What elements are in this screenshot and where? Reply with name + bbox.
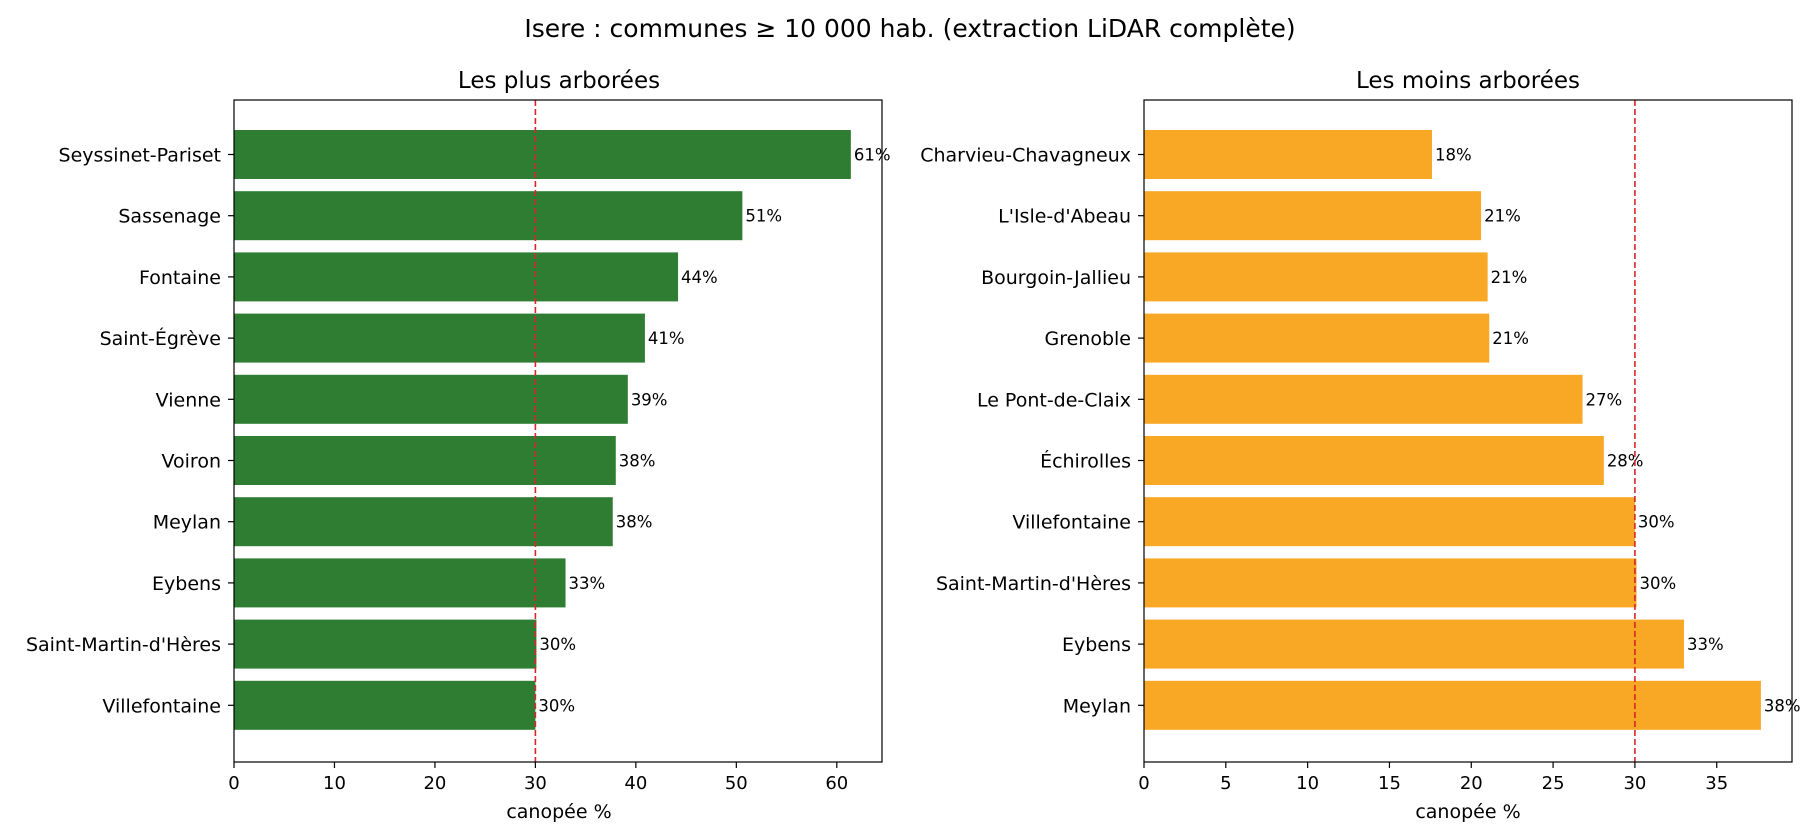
- category-label-eybens: Eybens: [152, 573, 221, 595]
- x-tick-label: 50: [725, 773, 748, 794]
- bar-villefontaine: [1144, 497, 1635, 547]
- x-tick-label: 20: [1460, 773, 1483, 794]
- category-label-grenoble: Grenoble: [1044, 328, 1131, 350]
- bar-grenoble: [1144, 313, 1490, 363]
- category-label-l-isle-d-abeau: L'Isle-d'Abeau: [998, 206, 1131, 228]
- bar-villefontaine: [234, 680, 536, 730]
- figure-title: Isere : communes ≥ 10 000 hab. (extracti…: [524, 14, 1295, 43]
- bar-bourgoin-jallieu: [1144, 252, 1488, 302]
- category-label-seyssinet-pariset: Seyssinet-Pariset: [59, 145, 221, 167]
- category-label-bourgoin-jallieu: Bourgoin-Jallieu: [981, 267, 1131, 289]
- x-tick-label: 10: [323, 773, 346, 794]
- value-label-fontaine: 44%: [681, 268, 718, 287]
- bar-meylan: [1144, 680, 1761, 730]
- bar-saint-martin-d-heres: [1144, 558, 1637, 608]
- value-label-vienne: 39%: [631, 390, 668, 409]
- bar-eybens: [234, 558, 566, 608]
- category-label-saint-martin-d-heres: Saint-Martin-d'Hères: [26, 634, 221, 656]
- bar-saint-egreve: [234, 313, 645, 363]
- bar-fontaine: [234, 252, 679, 302]
- value-label-saint-martin-d-heres: 30%: [1640, 574, 1677, 593]
- value-label-eybens: 33%: [1687, 635, 1724, 654]
- panel-title-most-wooded: Les plus arborées: [458, 68, 660, 94]
- category-label-saint-egreve: Saint-Égrève: [100, 327, 221, 350]
- category-label-fontaine: Fontaine: [139, 267, 221, 289]
- x-tick-label: 0: [228, 773, 239, 794]
- bar-eybens: [1144, 619, 1684, 669]
- category-label-vienne: Vienne: [156, 389, 221, 411]
- category-label-echirolles: Échirolles: [1040, 450, 1131, 473]
- value-label-villefontaine: 30%: [1638, 513, 1675, 532]
- bar-saint-martin-d-heres: [234, 619, 537, 669]
- category-label-sassenage: Sassenage: [118, 206, 221, 228]
- value-label-sassenage: 51%: [745, 207, 782, 226]
- bar-seyssinet-pariset: [234, 130, 851, 179]
- value-label-bourgoin-jallieu: 21%: [1491, 268, 1528, 287]
- x-tick-label: 5: [1220, 773, 1231, 794]
- value-label-villefontaine: 30%: [538, 696, 575, 715]
- bar-l-isle-d-abeau: [1144, 191, 1482, 241]
- axes-frame: [233, 99, 883, 763]
- bar-vienne: [234, 374, 628, 424]
- value-label-echirolles: 28%: [1607, 452, 1644, 471]
- value-label-saint-egreve: 41%: [648, 329, 685, 348]
- value-label-saint-martin-d-heres: 30%: [539, 635, 576, 654]
- value-label-l-isle-d-abeau: 21%: [1484, 207, 1521, 226]
- axes-frame: [1143, 99, 1793, 763]
- x-tick-label: 20: [423, 773, 446, 794]
- category-label-villefontaine: Villefontaine: [1012, 512, 1131, 534]
- x-tick-label: 60: [825, 773, 848, 794]
- x-tick-label: 15: [1378, 773, 1401, 794]
- value-label-meylan: 38%: [616, 513, 653, 532]
- x-tick-label: 35: [1705, 773, 1728, 794]
- value-label-charvieu-chavagneux: 18%: [1435, 146, 1472, 165]
- category-label-meylan: Meylan: [153, 512, 221, 534]
- value-label-voiron: 38%: [619, 452, 656, 471]
- x-tick-label: 40: [624, 773, 647, 794]
- bar-le-pont-de-claix: [1144, 374, 1583, 424]
- x-axis-label-least-wooded: canopée %: [1415, 801, 1520, 823]
- category-label-villefontaine: Villefontaine: [102, 695, 221, 717]
- category-label-meylan: Meylan: [1063, 695, 1131, 717]
- category-label-voiron: Voiron: [162, 451, 222, 473]
- bar-echirolles: [1144, 436, 1604, 485]
- value-label-le-pont-de-claix: 27%: [1586, 390, 1623, 409]
- panel-least-wooded: Les moins arborées canopée % 18% Charvieu…: [920, 68, 1800, 823]
- panel-most-wooded: Les plus arborées canopée % 61% Seyssinet…: [26, 68, 891, 823]
- bar-sassenage: [234, 191, 743, 241]
- category-label-le-pont-de-claix: Le Pont-de-Claix: [977, 389, 1131, 411]
- category-label-eybens: Eybens: [1062, 634, 1131, 656]
- x-tick-label: 30: [1623, 773, 1646, 794]
- bar-charvieu-chavagneux: [1144, 130, 1432, 179]
- value-label-meylan: 38%: [1764, 696, 1801, 715]
- x-tick-label: 30: [524, 773, 547, 794]
- bar-voiron: [234, 436, 616, 485]
- value-label-grenoble: 21%: [1492, 329, 1529, 348]
- bar-meylan: [234, 497, 613, 547]
- value-label-seyssinet-pariset: 61%: [854, 146, 891, 165]
- x-tick-label: 10: [1296, 773, 1319, 794]
- panel-title-least-wooded: Les moins arborées: [1356, 68, 1580, 94]
- x-tick-label: 25: [1542, 773, 1565, 794]
- category-label-charvieu-chavagneux: Charvieu-Chavagneux: [920, 145, 1131, 167]
- category-label-saint-martin-d-heres: Saint-Martin-d'Hères: [936, 573, 1131, 595]
- x-tick-label: 0: [1138, 773, 1149, 794]
- value-label-eybens: 33%: [569, 574, 606, 593]
- x-axis-label-most-wooded: canopée %: [506, 801, 611, 823]
